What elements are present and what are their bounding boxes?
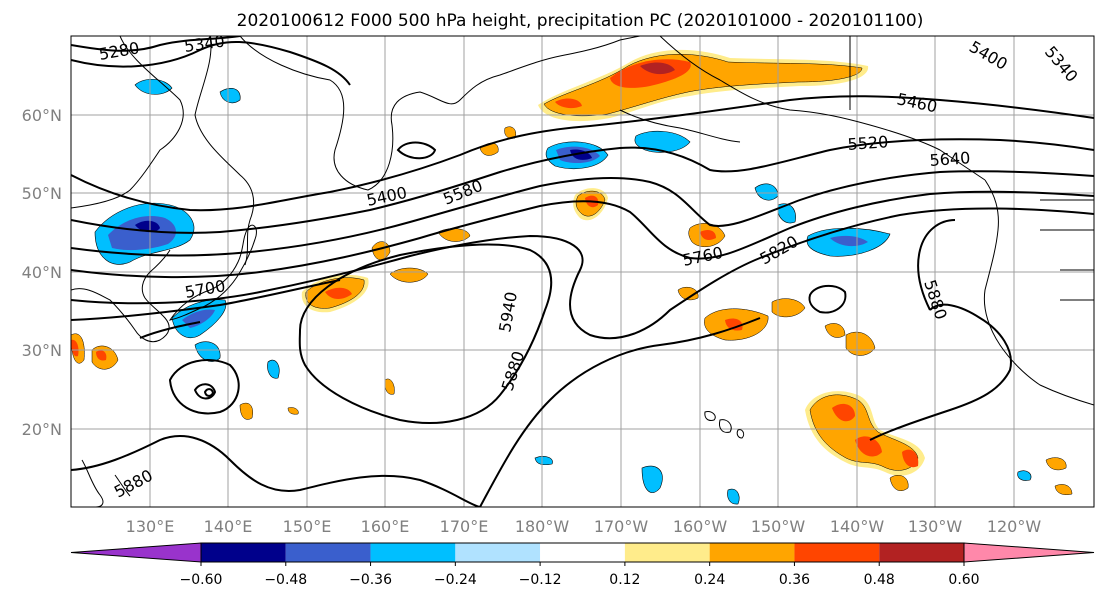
lat-tick-labels: 20°N 30°N 40°N 50°N 60°N (22, 106, 62, 439)
lat-tick: 20°N (22, 420, 62, 439)
colorbar-tick-label: 0.60 (948, 572, 979, 588)
lon-tick: 140°E (204, 517, 253, 536)
lon-tick: 120°W (987, 517, 1042, 536)
precip-anomaly-region (640, 62, 675, 75)
precip-anomaly-region (824, 323, 846, 338)
colorbar-cell (201, 543, 286, 562)
colorbar-cell (455, 543, 541, 562)
precip-anomaly-region (534, 456, 553, 466)
colorbar-cell (370, 543, 456, 562)
colorbar-tick-label: −0.24 (434, 572, 477, 588)
precip-anomaly-region (555, 98, 582, 109)
colorbar-extend-min (70, 542, 202, 563)
precip-anomaly-region (287, 407, 299, 415)
lat-tick: 40°N (22, 263, 62, 282)
lon-tick: 160°E (361, 517, 410, 536)
colorbar-tick-label: −0.36 (349, 572, 392, 588)
precip-anomaly-region (325, 287, 352, 299)
height-contours (71, 36, 1094, 507)
lon-tick: 130°W (908, 517, 963, 536)
graticule (71, 36, 1094, 507)
precip-anomaly-region (700, 230, 716, 240)
precip-anomaly-region (96, 350, 107, 361)
lon-tick: 170°W (594, 517, 649, 536)
colorbar-outline (200, 542, 965, 563)
precip-anomaly-region (570, 149, 592, 160)
colorbar: −0.60 −0.48 −0.36 −0.24 −0.12 0.12 0.24 0.36 0.4… (70, 542, 1095, 588)
precip-anomaly-region (135, 220, 160, 233)
precip-anomaly-region (267, 359, 280, 379)
precip-anomaly-region (771, 298, 806, 318)
colorbar-cell (879, 543, 964, 562)
figure-title: 2020100612 F000 500 hPa height, precipit… (237, 11, 924, 31)
colorbar-cell (540, 543, 625, 562)
lat-tick: 30°N (22, 341, 62, 360)
lon-tick: 170°E (440, 517, 489, 536)
precip-anomaly-region (727, 488, 740, 505)
contour-label: 5640 (929, 148, 971, 170)
colorbar-tick-label: 0.36 (779, 572, 810, 588)
lon-tick: 130°E (126, 517, 175, 536)
colorbar-tick-label: −0.12 (519, 572, 562, 588)
colorbar-cell (624, 543, 710, 562)
colorbar-tick-label: 0.48 (864, 572, 895, 588)
lon-tick: 160°W (673, 517, 728, 536)
precip-anomaly-region (71, 339, 79, 357)
precip-anomaly-region (889, 475, 909, 491)
precip-anomaly-region (194, 341, 221, 362)
lon-tick: 180°W (515, 517, 570, 536)
precip-anomaly-region (902, 449, 919, 468)
precip-anomaly-region (830, 235, 868, 247)
precip-anomaly-region (641, 465, 663, 493)
contour-label: 5520 (847, 132, 889, 154)
precip-anomaly-region (677, 287, 699, 301)
precip-anomaly-region (1045, 457, 1067, 471)
precip-anomaly-region (134, 79, 173, 95)
lon-tick: 150°W (751, 517, 806, 536)
colorbar-tick-label: 0.12 (609, 572, 640, 588)
precip-anomaly-region (832, 403, 855, 422)
precip-anomaly-region (1054, 484, 1073, 495)
colorbar-tick-label: −0.48 (264, 572, 307, 588)
precip-anomaly-region (634, 130, 691, 153)
precip-anomaly-region (1017, 470, 1032, 481)
lat-tick: 60°N (22, 106, 62, 125)
colorbar-tick-label: −0.60 (180, 572, 223, 588)
lon-tick: 140°W (830, 517, 885, 536)
lon-tick-labels: 130°E 140°E 150°E 160°E 170°E 180°W 170°… (126, 517, 1042, 536)
colorbar-cell (285, 543, 371, 562)
precip-anomaly-region (219, 87, 241, 104)
colorbar-extend-max (963, 542, 1095, 563)
precip-anomaly-region (725, 318, 743, 331)
map-frame (70, 35, 1095, 508)
colorbar-cell (709, 543, 795, 562)
lat-tick: 50°N (22, 184, 62, 203)
contour-label: 5340 (183, 31, 226, 55)
precip-anomaly-region (855, 436, 882, 457)
precip-anomaly-region (239, 402, 253, 420)
precip-anomaly-region (108, 215, 176, 251)
lon-tick: 150°E (283, 517, 332, 536)
colorbar-cell (794, 543, 880, 562)
colorbar-tick-label: 0.24 (694, 572, 725, 588)
